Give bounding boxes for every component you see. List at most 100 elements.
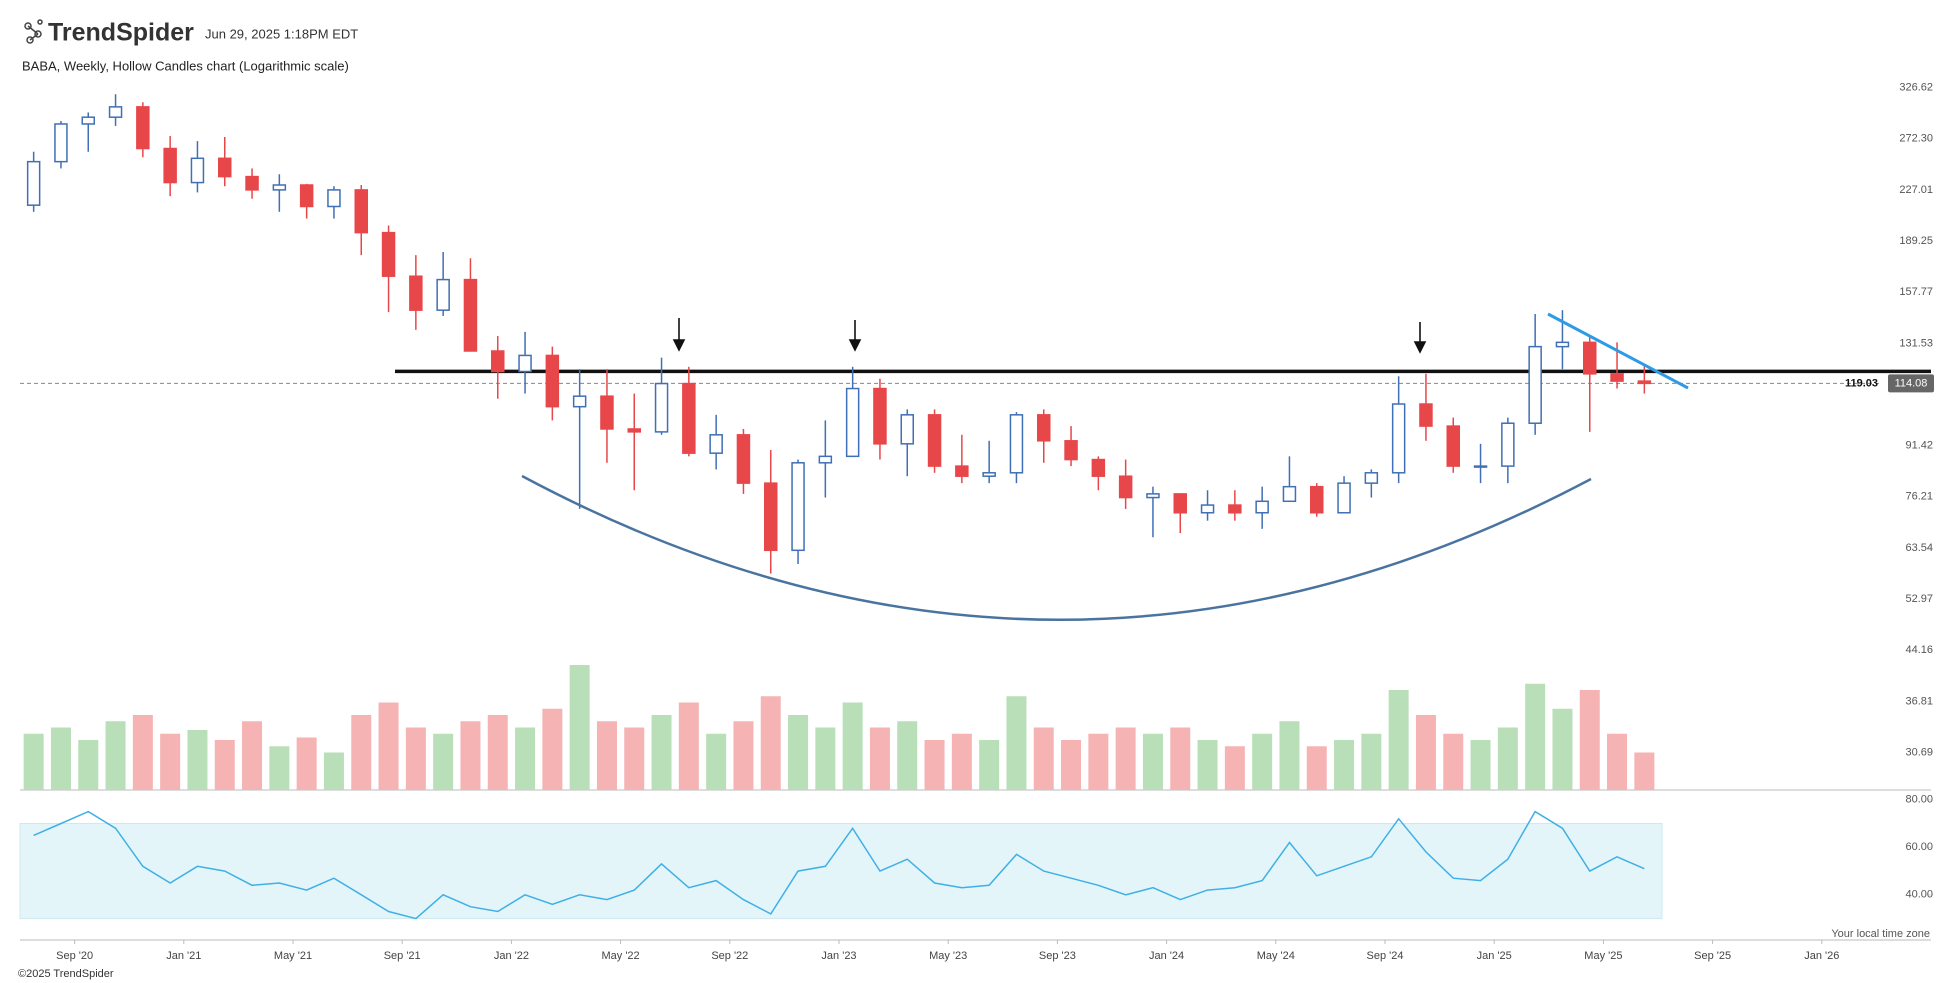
volume-bar	[242, 721, 263, 790]
volume-bar	[487, 715, 508, 790]
logo-icon	[24, 19, 43, 44]
y-tick-label: 272.30	[1899, 133, 1933, 145]
candle-body	[873, 387, 887, 445]
candle-body	[818, 455, 833, 464]
candle-body	[1009, 414, 1024, 474]
candle-body	[927, 414, 942, 467]
volume-bar	[788, 715, 809, 790]
arrows	[672, 318, 1427, 354]
plot-layer: Sep '20 Jan '21 May '21 Sep '21 Jan '22 May '…	[19, 82, 1934, 962]
candle-body	[1310, 485, 1324, 514]
candle-body	[709, 434, 723, 454]
candle-body	[1118, 475, 1133, 499]
candle-body	[572, 395, 587, 408]
volume-bar	[1579, 690, 1600, 790]
trend-line	[1547, 312, 1689, 390]
copyright: ©2025 TrendSpider	[18, 968, 114, 980]
volume-bar	[1415, 715, 1436, 790]
x-tick-label: May '23	[929, 950, 967, 962]
volume-bar	[1279, 721, 1300, 790]
volume-bar	[132, 715, 153, 790]
volume-bar	[733, 721, 754, 790]
volume-bar	[1497, 727, 1518, 790]
candle-body	[299, 184, 314, 208]
volume-bar	[924, 740, 945, 790]
x-tick-label: Sep '24	[1367, 950, 1404, 962]
volume-bar	[405, 727, 426, 790]
volume-bar	[1470, 740, 1491, 790]
volume-bar	[323, 752, 344, 790]
brand: TrendSpider	[48, 19, 194, 47]
volume-bar	[1443, 733, 1464, 790]
last-price-label: 114.08	[1895, 377, 1928, 389]
volume-bar	[596, 721, 617, 790]
x-tick-label: Sep '21	[384, 950, 421, 962]
volume-bar	[351, 715, 372, 790]
y-tick-label: 30.69	[1905, 746, 1933, 758]
candle-body	[1064, 440, 1078, 461]
y-tick-label: 44.16	[1905, 644, 1933, 656]
volume-bar	[1170, 727, 1191, 790]
y-tick-label: 326.62	[1899, 82, 1933, 94]
volume-bar	[1142, 733, 1163, 790]
candle-body	[1391, 403, 1406, 474]
candle-body	[1419, 403, 1433, 427]
volume-bar	[1525, 683, 1546, 790]
volume-bar	[869, 727, 890, 790]
rsi-tick-label: 40.00	[1905, 889, 1933, 901]
volume-bar	[1088, 733, 1109, 790]
candle-body	[81, 116, 95, 125]
price-badge	[1888, 374, 1934, 393]
candle-body	[1555, 341, 1570, 348]
volume-bar	[160, 733, 181, 790]
x-tick-label: May '21	[274, 950, 312, 962]
y-tick-label: 76.21	[1905, 491, 1933, 503]
volume-bar	[78, 740, 99, 790]
volume-bar	[569, 665, 590, 790]
volume-bar	[951, 733, 972, 790]
x-tick-label: Jan '26	[1804, 950, 1839, 962]
volume-bar	[460, 721, 481, 790]
volume-bar	[214, 740, 235, 790]
candle-body	[136, 106, 150, 150]
volume-bar	[1552, 708, 1573, 790]
candle-body	[272, 184, 287, 191]
candle-body	[1091, 458, 1106, 477]
x-tick-label: May '25	[1584, 950, 1622, 962]
x-tick-label: Jan '25	[1477, 950, 1512, 962]
y-tick-label: 131.53	[1899, 337, 1933, 349]
candle-body	[791, 462, 805, 552]
candle-body	[54, 123, 68, 163]
candle-body	[982, 472, 996, 477]
x-tick-label: Sep '22	[711, 950, 748, 962]
rsi-line	[33, 810, 1645, 920]
candle-body	[545, 354, 560, 408]
volume-bar	[897, 721, 918, 790]
candle-body	[1146, 493, 1160, 499]
volume-bar	[651, 715, 672, 790]
volume-bar	[515, 727, 536, 790]
candle-body	[518, 354, 532, 373]
volume-bar	[1224, 746, 1245, 790]
x-tick-label: May '22	[602, 950, 640, 962]
candle-body	[354, 189, 368, 234]
candle-body	[1173, 493, 1187, 514]
candle-body	[491, 350, 505, 373]
rsi-band	[19, 823, 1663, 920]
volume-bar	[433, 733, 454, 790]
y-tick-label: 52.97	[1905, 593, 1933, 605]
candle-body	[736, 434, 751, 484]
volume-bar	[1115, 727, 1136, 790]
candle-body	[600, 395, 614, 430]
y-tick-label: 63.54	[1905, 542, 1933, 554]
volume-bar	[269, 746, 290, 790]
y-tick-label: 91.42	[1905, 440, 1933, 452]
y-tick-label: 189.25	[1899, 235, 1933, 247]
candle-body	[682, 382, 696, 454]
rsi-tick-label: 80.00	[1905, 794, 1933, 806]
timezone-note: Your local time zone	[1831, 928, 1930, 940]
candle-body	[436, 278, 450, 311]
candle-body	[955, 465, 969, 477]
volume-bar	[50, 727, 71, 790]
